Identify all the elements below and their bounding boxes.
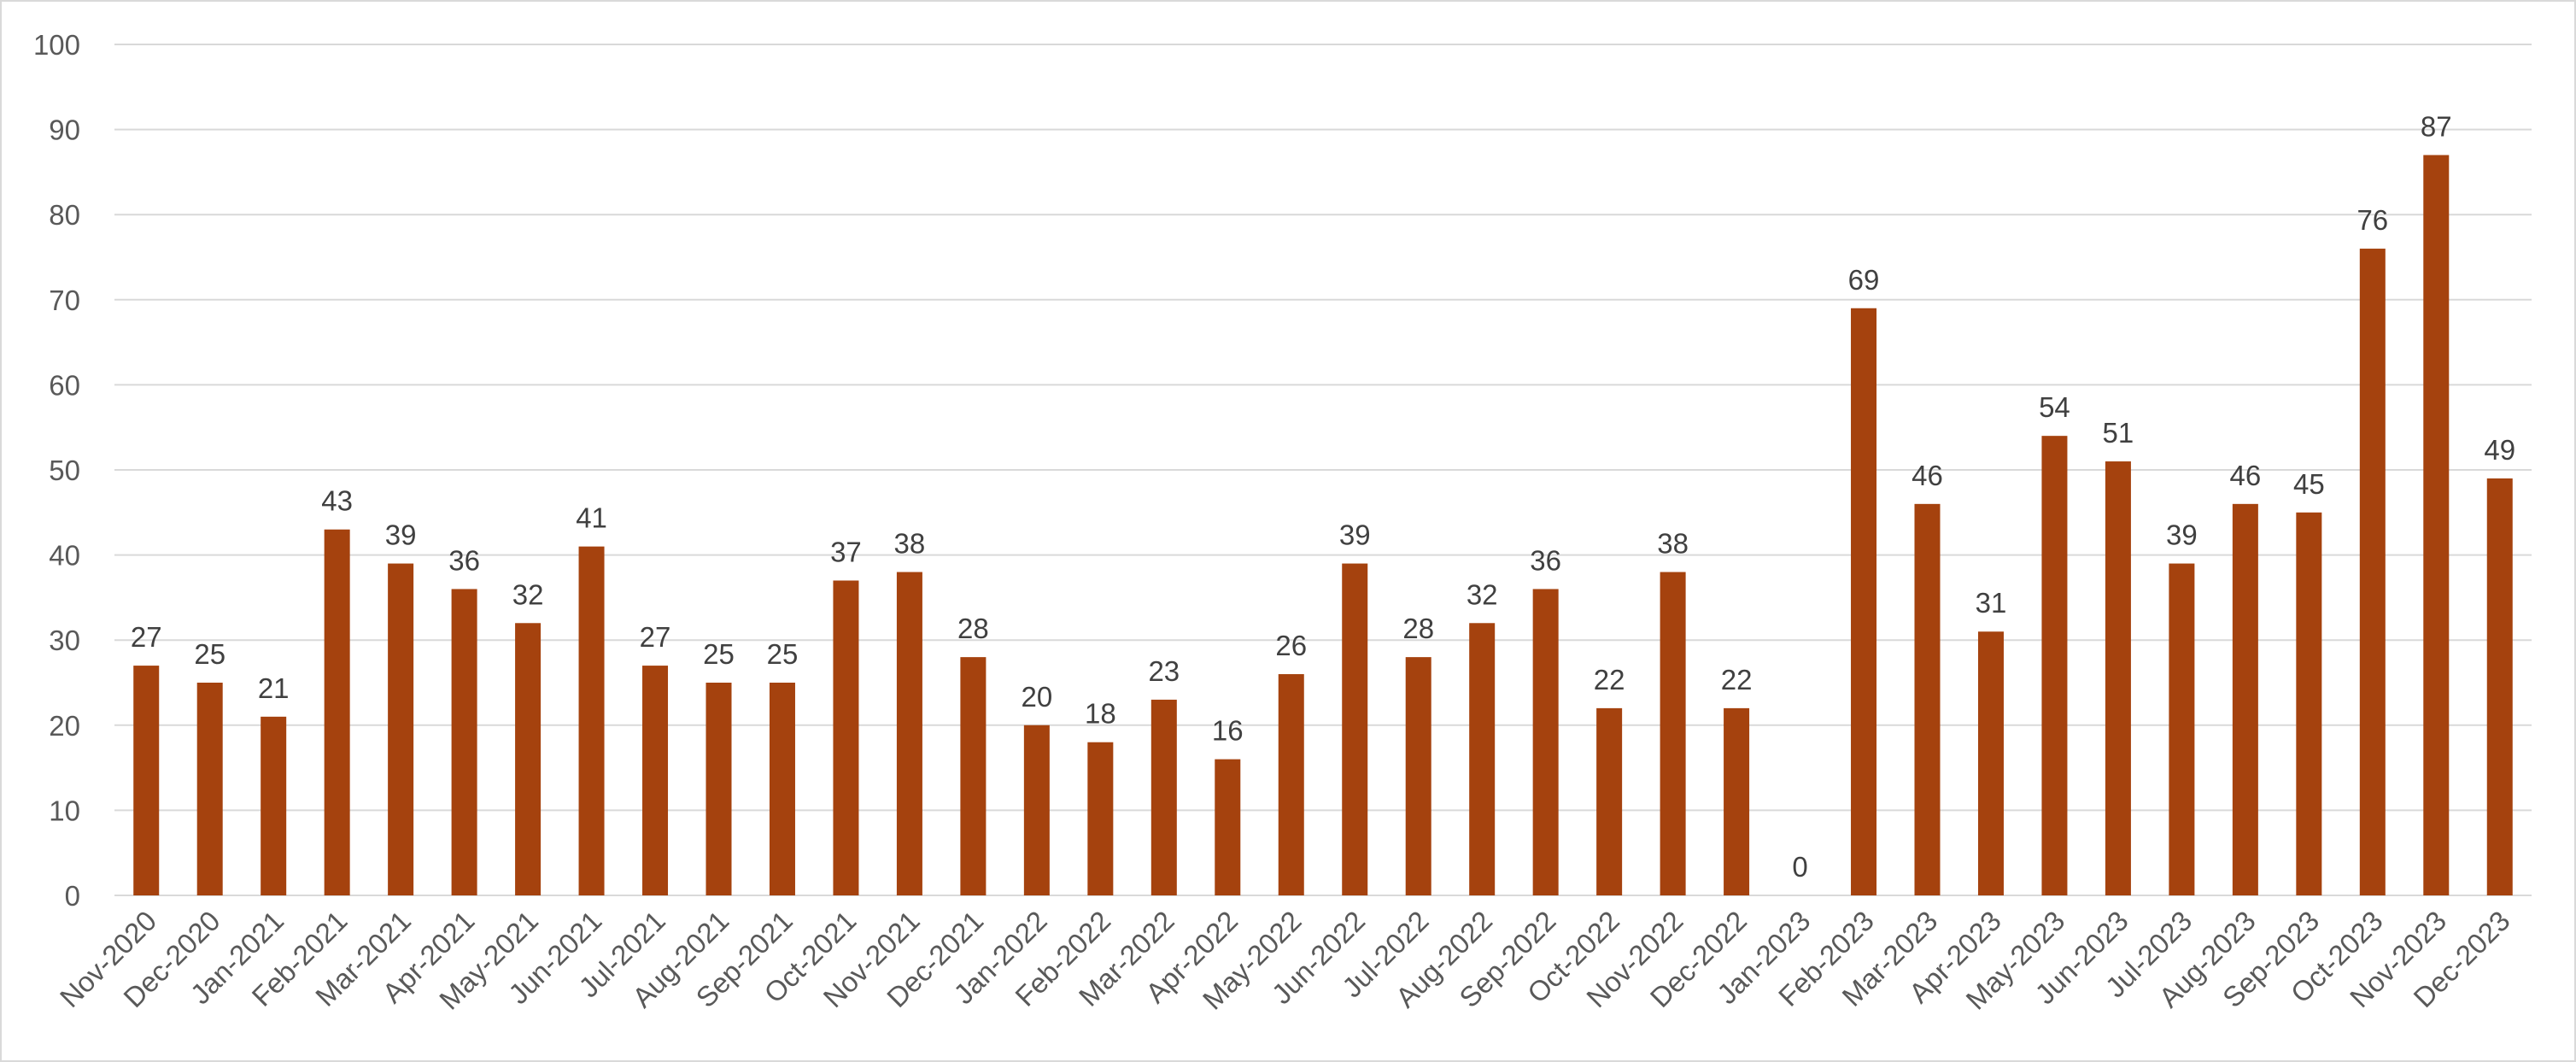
- data-label: 76: [2356, 204, 2388, 236]
- data-label: 54: [2039, 391, 2070, 423]
- bar: [2423, 155, 2450, 896]
- data-label: 43: [321, 485, 353, 517]
- bar: [1532, 589, 1559, 895]
- bar: [133, 666, 160, 895]
- data-label: 39: [2166, 519, 2198, 551]
- data-label: 32: [1467, 578, 1498, 610]
- bar: [261, 716, 287, 895]
- data-label: 16: [1212, 715, 1244, 747]
- bar: [2169, 563, 2195, 895]
- bar: [2232, 503, 2258, 895]
- data-label: 87: [2421, 110, 2452, 142]
- bar: [515, 623, 542, 895]
- bar: [642, 666, 669, 895]
- data-label: 23: [1148, 655, 1180, 687]
- data-label: 39: [385, 519, 417, 551]
- data-label: 51: [2103, 417, 2134, 449]
- data-label: 20: [1022, 681, 1053, 713]
- data-label: 27: [640, 621, 671, 653]
- bar: [1851, 308, 1877, 895]
- data-label: 39: [1339, 519, 1371, 551]
- data-label: 41: [576, 502, 607, 534]
- y-tick-label: 40: [49, 540, 80, 572]
- data-label: 45: [2293, 468, 2325, 500]
- bar: [2359, 249, 2386, 895]
- data-label: 25: [194, 638, 225, 670]
- y-tick-label: 0: [65, 880, 80, 912]
- data-label: 32: [512, 578, 544, 610]
- data-labels: 27 25 21 43 39 36 32 41 27 25 25 37 38 28 20 18 23 16 26 39…: [131, 110, 2515, 883]
- y-tick-label: 30: [49, 625, 80, 656]
- y-tick-label: 80: [49, 199, 80, 231]
- data-label: 26: [1275, 630, 1307, 661]
- bar: [1405, 657, 1431, 895]
- data-label: 36: [1530, 544, 1561, 576]
- data-label: 25: [703, 638, 735, 670]
- data-label: 46: [2230, 460, 2262, 491]
- y-tick-label: 60: [49, 369, 80, 401]
- data-label: 38: [1657, 528, 1689, 560]
- y-tick-label: 90: [49, 114, 80, 146]
- data-label: 25: [767, 638, 799, 670]
- bar: [2296, 512, 2322, 895]
- data-label: 0: [1792, 851, 1807, 883]
- y-tick-label: 70: [49, 285, 80, 316]
- y-tick-label: 10: [49, 795, 80, 826]
- bar: [960, 657, 986, 895]
- data-label: 27: [131, 621, 162, 653]
- bar: [2486, 478, 2513, 895]
- bar: [1977, 631, 2004, 895]
- data-label: 36: [448, 544, 480, 576]
- bar: [705, 683, 732, 895]
- bar: [324, 529, 350, 895]
- bar: [2041, 436, 2068, 895]
- y-tick-label: 20: [49, 710, 80, 742]
- bar: [1660, 572, 1686, 895]
- bar: [1342, 563, 1368, 895]
- x-axis-ticks: Nov-2020Dec-2020Jan-2021Feb-2021Mar-2021…: [54, 905, 2516, 1016]
- bar: [896, 572, 922, 895]
- data-label: 38: [894, 528, 926, 560]
- bar: [1150, 699, 1177, 895]
- bar: [1596, 707, 1623, 895]
- bar: [1278, 674, 1304, 895]
- data-label: 22: [1721, 664, 1753, 695]
- data-label: 21: [258, 672, 290, 704]
- data-label: 37: [830, 536, 862, 567]
- data-label: 18: [1085, 698, 1116, 730]
- bar: [1469, 623, 1496, 895]
- bar: [196, 683, 223, 895]
- bar: [2105, 461, 2131, 895]
- y-tick-label: 50: [49, 455, 80, 486]
- data-label: 28: [957, 613, 989, 644]
- bar: [451, 589, 477, 895]
- bar: [1087, 742, 1114, 895]
- y-tick-label: 100: [33, 29, 80, 61]
- bar: [1914, 503, 1941, 895]
- bars: [133, 155, 2513, 896]
- bar: [578, 546, 605, 895]
- bar: [1724, 707, 1750, 895]
- bar: [1023, 725, 1050, 895]
- y-axis-ticks: 0 10 20 30 40 50 60 70 80 90 100: [33, 29, 80, 912]
- bar: [1215, 759, 1241, 895]
- data-label: 69: [1848, 264, 1880, 296]
- data-label: 49: [2484, 434, 2515, 466]
- bar: [833, 580, 859, 895]
- bar: [769, 683, 795, 895]
- data-label: 22: [1594, 664, 1625, 695]
- bar: [388, 563, 414, 895]
- data-label: 31: [1976, 587, 2007, 619]
- data-label: 28: [1402, 613, 1434, 644]
- data-label: 46: [1912, 460, 1943, 491]
